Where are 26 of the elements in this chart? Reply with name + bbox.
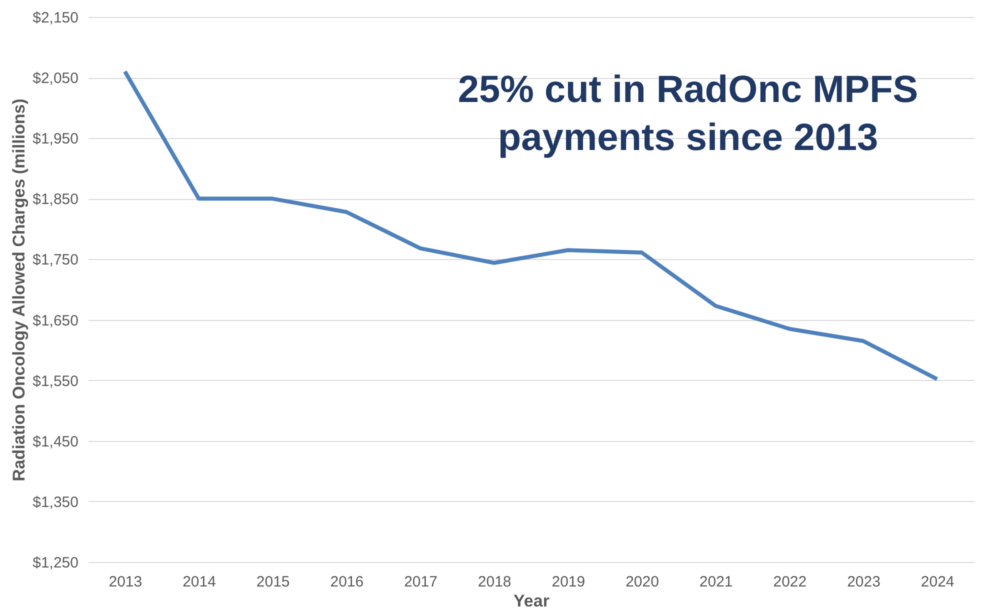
y-tick-label: $1,650 xyxy=(32,312,78,330)
annotation: 25% cut in RadOnc MPFS payments since 2013 xyxy=(458,69,918,159)
x-axis-title: Year xyxy=(514,592,550,610)
x-tick-label: 2016 xyxy=(330,574,364,590)
y-axis-title: Radiation Oncology Allowed Charges (millions) xyxy=(10,98,29,482)
x-tick-label: 2020 xyxy=(626,574,659,590)
y-tick-label: $1,950 xyxy=(32,130,78,148)
x-tick-label: 2024 xyxy=(920,574,954,590)
y-tick-label: $1,250 xyxy=(32,554,78,572)
line-series xyxy=(122,70,940,382)
y-tick-label: $1,350 xyxy=(32,494,78,511)
x-tick-label: 2017 xyxy=(404,574,438,590)
y-tick-label: $1,750 xyxy=(32,252,78,269)
y-tick-label: $1,550 xyxy=(32,372,78,390)
x-tick-label: 2014 xyxy=(182,574,216,590)
x-tick-label: 2018 xyxy=(478,574,512,590)
y-tick-label: $1,450 xyxy=(32,433,78,450)
x-tick-label: 2021 xyxy=(699,574,733,590)
y-tick-label: $1,850 xyxy=(32,191,78,208)
y-tick-label: $2,050 xyxy=(32,70,78,88)
x-tick-label: 2023 xyxy=(847,574,880,590)
x-tick-label: 2013 xyxy=(108,574,142,590)
x-tick-label: 2019 xyxy=(552,574,586,590)
x-tick-label: 2022 xyxy=(773,574,807,590)
y-tick-label: $2,150 xyxy=(32,10,78,26)
x-tick-label: 2015 xyxy=(256,574,290,590)
